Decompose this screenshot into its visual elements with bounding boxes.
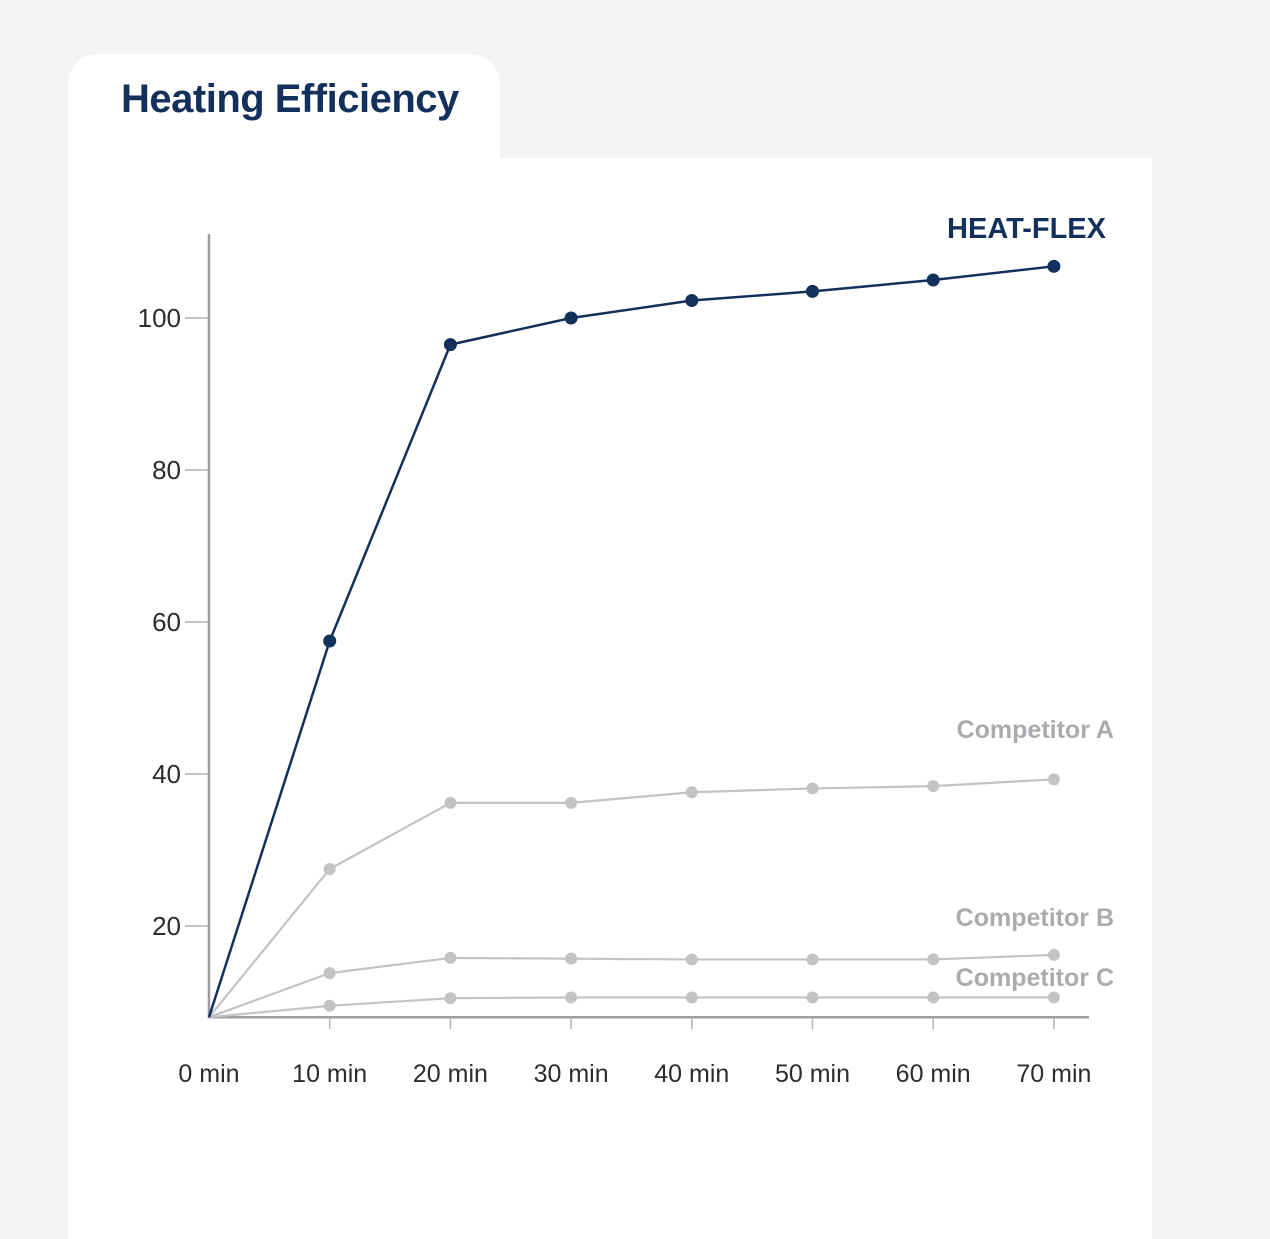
data-point (1047, 259, 1061, 273)
data-point (1047, 773, 1060, 786)
series-line-competitor-c (208, 996, 1054, 1019)
data-point (323, 999, 336, 1012)
x-tick-label: 20 min (413, 1060, 488, 1088)
data-point (806, 782, 819, 795)
data-point (685, 786, 698, 799)
x-tick-label: 30 min (534, 1060, 609, 1088)
y-tick-label: 100 (138, 303, 181, 333)
x-tick-label: 50 min (775, 1060, 850, 1088)
data-point (565, 952, 578, 965)
data-point (806, 991, 819, 1004)
data-point (685, 294, 699, 308)
data-point (323, 634, 337, 648)
series-line-heat-flex (207, 265, 1055, 1018)
data-point (444, 951, 457, 964)
chart-panel (68, 158, 1152, 1239)
x-tick-label: 60 min (896, 1060, 971, 1088)
chart-title: Heating Efficiency (121, 77, 459, 121)
data-point (443, 338, 457, 352)
series-line-competitor-b (208, 953, 1054, 1019)
data-point (685, 991, 698, 1004)
data-point (565, 796, 578, 809)
data-point (444, 796, 457, 809)
x-tick-label: 10 min (292, 1060, 367, 1088)
series-line-competitor-a (208, 778, 1054, 1018)
series-label: Competitor B (956, 904, 1114, 932)
data-point (565, 991, 578, 1004)
data-point (806, 284, 819, 298)
series-labels: HEAT-FLEX Competitor A Competitor B Competi… (947, 213, 1114, 992)
data-point (564, 311, 578, 325)
data-point (927, 953, 940, 966)
x-tick-label: 70 min (1016, 1060, 1091, 1088)
data-point (806, 953, 819, 966)
series-label: Competitor C (956, 964, 1114, 992)
y-tick-label: 20 (152, 911, 181, 941)
data-point (444, 992, 457, 1005)
data-point (1047, 991, 1060, 1004)
y-tick-label: 80 (152, 455, 181, 485)
data-point (1047, 948, 1060, 961)
data-point (323, 863, 336, 875)
data-point (926, 273, 940, 287)
data-point (927, 991, 940, 1004)
series-group (207, 259, 1061, 1019)
y-tick-label: 40 (152, 759, 181, 789)
x-tick-label: 0 min (178, 1060, 239, 1088)
series-label: Competitor A (957, 716, 1114, 744)
data-point (685, 953, 698, 966)
series-label: HEAT-FLEX (947, 213, 1107, 245)
axes: 20 40 60 80 100 0 min 10 min 20 min 30 min 40 min… (138, 234, 1091, 1088)
y-tick-label: 60 (152, 607, 181, 637)
x-tick-label: 40 min (654, 1060, 729, 1088)
data-point (927, 780, 940, 793)
data-point (323, 967, 336, 980)
title-tab (68, 54, 500, 184)
